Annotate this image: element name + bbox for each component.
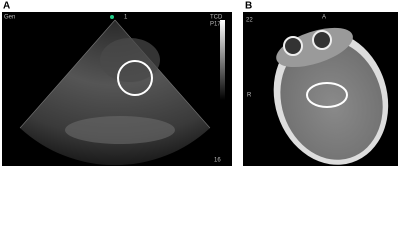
orbit-region [276, 27, 353, 68]
page: A Gen 1 TCD P17 16 B 22 A R (() => { con… [0, 0, 400, 168]
eye [283, 36, 303, 56]
brain [280, 39, 383, 160]
overlay-text: P17 [210, 22, 221, 28]
sector-edge [19, 19, 211, 129]
gray-scale-bar [220, 20, 225, 100]
panel-label: B [245, 1, 252, 12]
overlay-text: 16 [214, 158, 221, 164]
echo-region [65, 116, 175, 144]
overlay-text: R [247, 93, 252, 99]
overlay-text: 22 [246, 18, 253, 24]
figure: A Gen 1 TCD P17 16 B 22 A R [2, 1, 398, 166]
roi-circle [117, 60, 153, 96]
overlay-text: Gen [4, 15, 15, 21]
eye [312, 30, 332, 50]
overlay-text: TCD [210, 15, 223, 21]
probe-marker [110, 15, 114, 19]
roi-ellipse [306, 82, 348, 108]
overlay-text: A [322, 15, 326, 21]
panel-label: A [3, 1, 10, 12]
overlay-text: 1 [124, 15, 128, 21]
ct-head [273, 27, 389, 165]
echo-region [100, 38, 160, 82]
